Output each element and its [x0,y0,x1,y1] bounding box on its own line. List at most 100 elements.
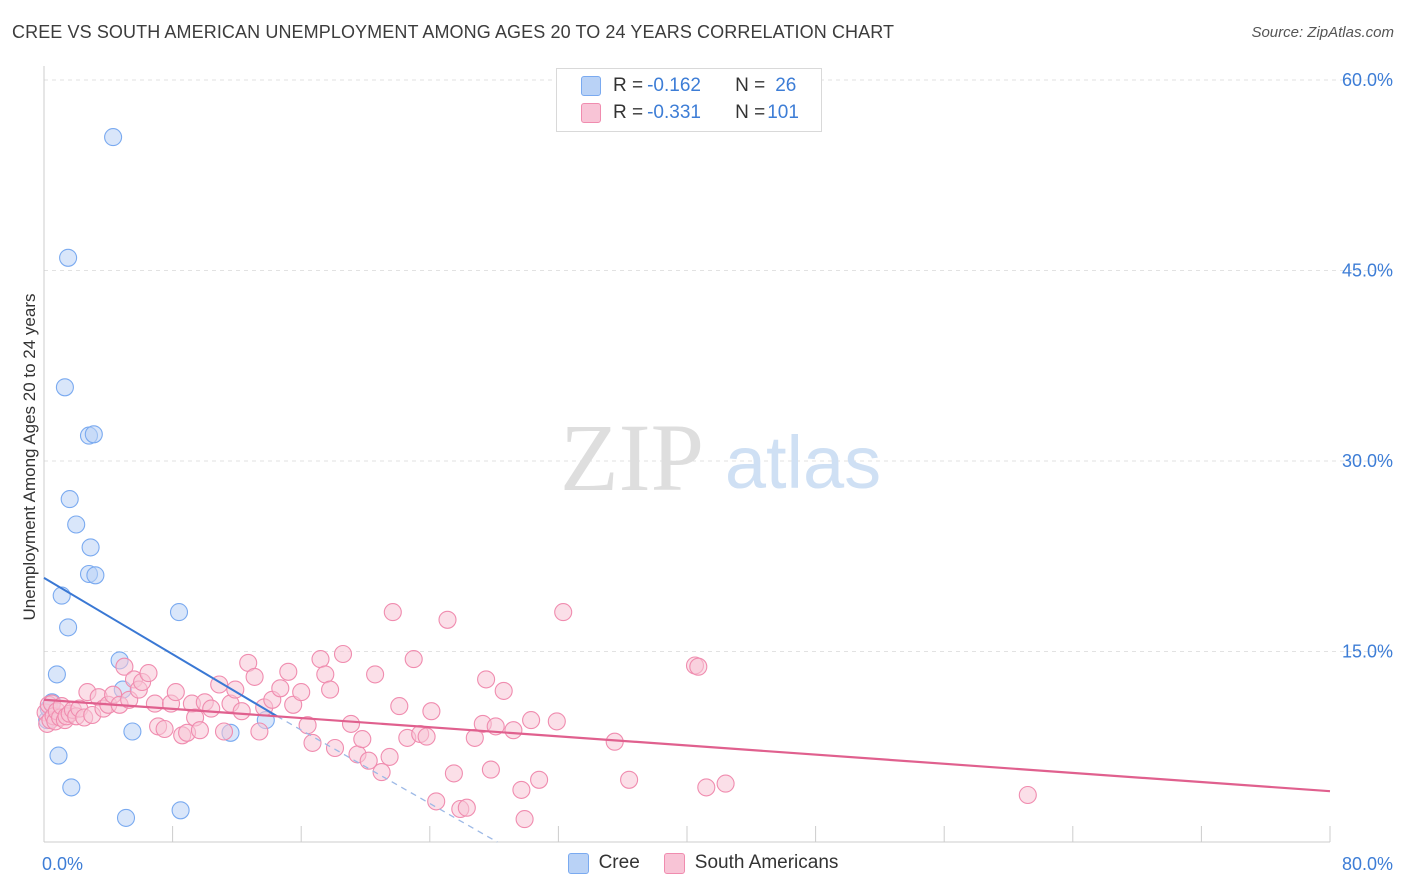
south-americans-point [554,603,573,622]
cree-point [171,801,190,820]
south-americans-swatch-icon [581,103,601,123]
south-americans-point [115,657,134,676]
south-americans-points [36,603,1037,829]
south-americans-point [512,780,531,799]
watermark-zip: ZIP [560,404,704,511]
south-americans-point [190,721,209,740]
south-americans-point [353,730,372,749]
legend-item-cree[interactable]: Cree [567,852,640,874]
cree-point [123,722,142,741]
south-americans-point [417,727,436,746]
south-americans-point [341,714,361,733]
legend-n-label: N = [735,102,766,123]
south-americans-point [250,722,269,741]
south-americans-point [139,664,158,683]
south-americans-point [325,738,345,758]
cree-point [47,665,66,684]
south-americans-point [390,697,409,716]
x-tick-label-max: 80.0% [1342,854,1393,874]
legend-label-south-americans: South Americans [694,852,839,873]
south-americans-point [457,798,476,817]
cree-point [59,618,78,637]
south-americans-point [166,683,185,702]
series-legend: Cree South Americans [0,852,1406,874]
south-americans-point [515,810,534,829]
cree-point [60,490,79,509]
watermark-atlas: atlas [725,421,881,504]
south-americans-legend-icon [663,852,685,874]
south-americans-point [404,650,423,669]
south-americans-point [547,712,566,731]
south-americans-point [321,680,340,699]
south-americans-point [422,702,441,721]
south-americans-point [311,650,330,669]
cree-point [116,808,136,827]
cree-point [84,425,103,444]
south-americans-point [380,747,399,766]
legend-item-south-americans[interactable]: South Americans [663,852,839,874]
stats-legend: R = -0.162 N = 26 R = -0.331 N = 101 [556,68,822,132]
south-americans-point [232,702,251,721]
legend-r-value: -0.331 [647,102,701,123]
legend-r-value: -0.162 [647,75,701,96]
y-tick-label: 30.0% [1342,451,1393,471]
cree-point [67,515,86,534]
south-americans-point [522,711,541,730]
south-americans-point [383,603,402,622]
south-americans-point [202,699,221,718]
cree-swatch-icon [581,76,601,96]
south-americans-point [716,774,735,793]
south-americans-point [333,644,353,664]
legend-n-value: 26 [775,75,797,96]
south-americans-trend-line [43,698,1331,793]
legend-r-label: R = [613,75,644,96]
cree-legend-icon [567,852,589,874]
south-americans-point [481,760,500,779]
cree-point [59,248,78,267]
south-americans-point [359,751,378,770]
south-americans-point [155,719,174,739]
legend-r-label: R = [613,102,644,123]
points-layer [36,128,1037,829]
south-americans-point [477,670,496,689]
legend-label-cree: Cree [598,852,640,873]
y-tick-label: 45.0% [1342,261,1393,281]
south-americans-point [697,778,716,797]
south-americans-point [620,770,639,789]
label-layer: 15.0% 30.0% 45.0% 60.0% 0.0% 80.0% Unemploymen… [20,70,1393,874]
trend-layer [43,576,1331,843]
source-label: Source: ZipAtlas.com [1251,24,1394,41]
cree-point [104,128,123,147]
cree-point [81,538,100,557]
chart-title: CREE VS SOUTH AMERICAN UNEMPLOYMENT AMON… [12,22,895,42]
legend-row-cree: R = -0.162 N = 26 [581,74,796,98]
legend-n-label: N = [735,75,766,96]
south-americans-point [292,683,311,702]
south-americans-point [494,681,513,700]
south-americans-point [427,792,446,811]
south-americans-point [1018,785,1037,805]
cree-point [49,746,68,765]
south-americans-point [444,764,463,783]
south-americans-point [279,662,298,681]
south-americans-point [372,763,391,782]
cree-point [62,778,81,797]
legend-n-value: 101 [767,102,799,123]
south-americans-point [245,667,264,686]
y-axis-label: Unemployment Among Ages 20 to 24 years [20,294,39,621]
south-americans-point [504,721,523,740]
cree-point [86,566,105,585]
south-americans-point [438,610,457,629]
legend-row-south-americans: R = -0.331 N = 101 [581,101,799,125]
x-tick-label-min: 0.0% [42,854,83,874]
south-americans-point [145,694,164,713]
south-americans-point [214,722,234,741]
grid-layer [44,79,1395,652]
cree-trend-line [43,576,278,718]
south-americans-point [530,770,549,789]
south-americans-point [271,679,290,698]
cree-point [52,586,71,605]
south-americans-point [316,665,335,684]
y-tick-label: 60.0% [1342,70,1393,90]
